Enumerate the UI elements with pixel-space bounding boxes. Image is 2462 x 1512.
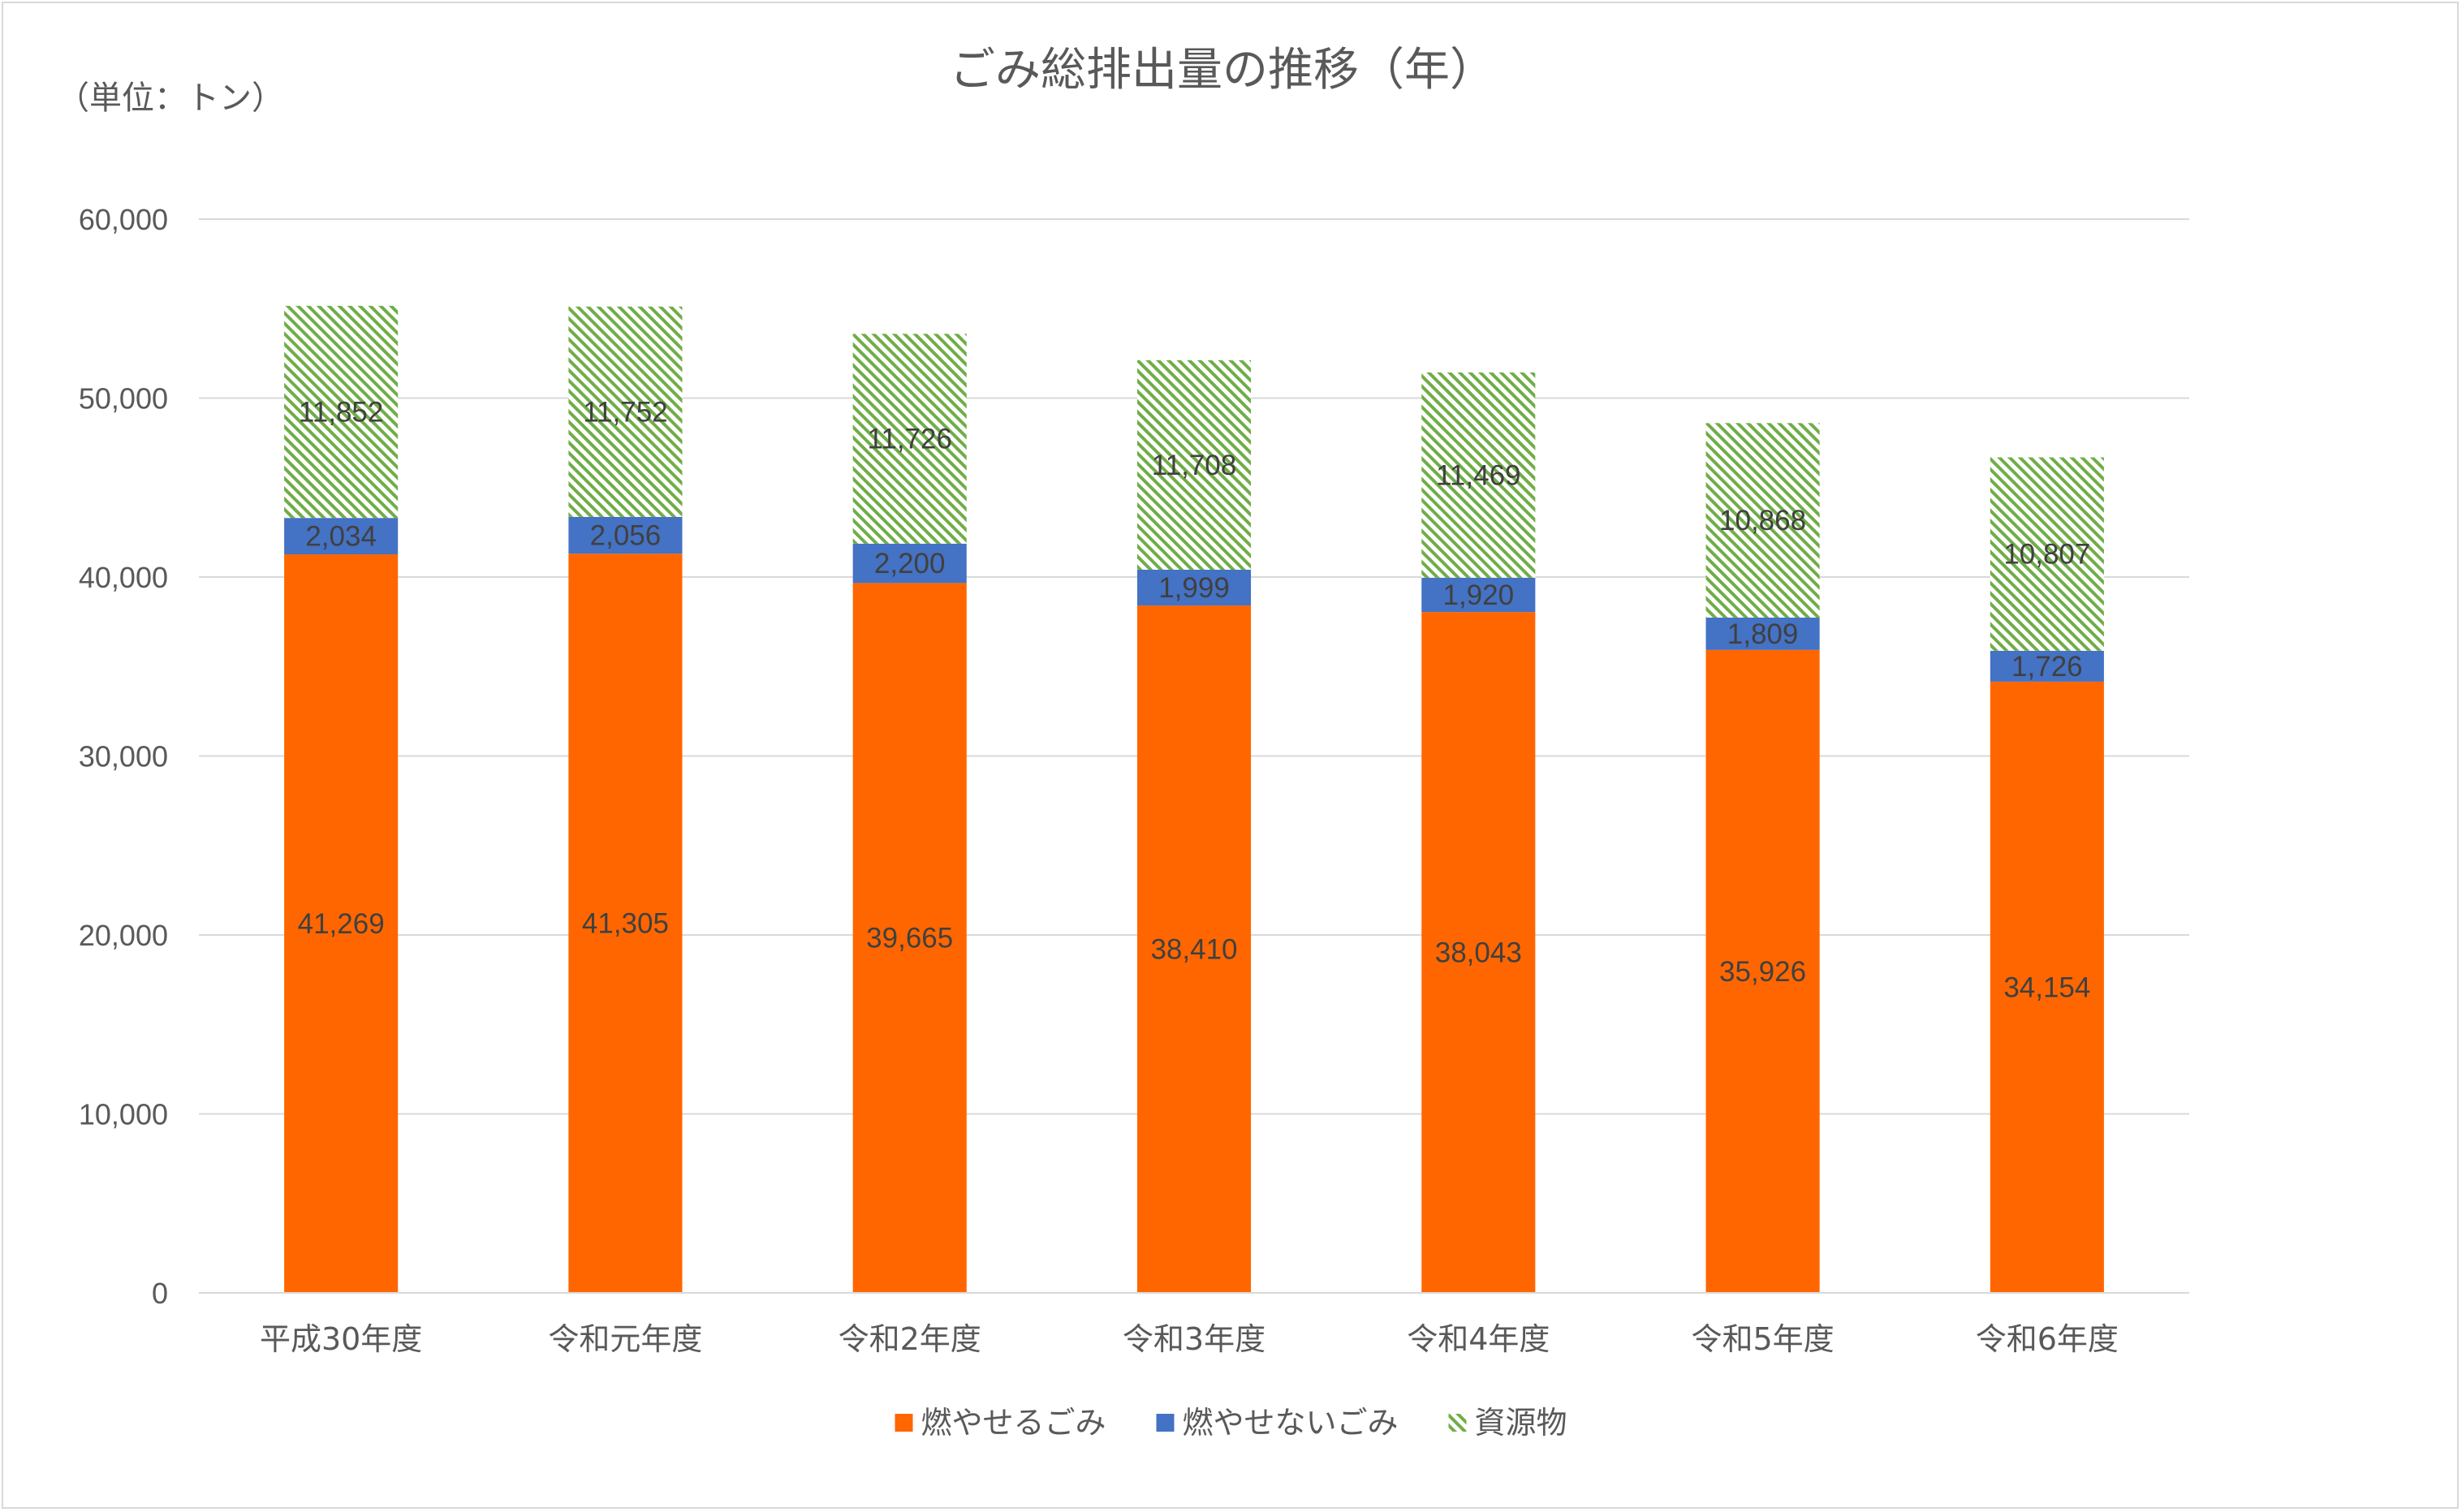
x-axis: 平成30年度 令和元年度 令和2年度 令和3年度 令和4年度 令和5年度 令和6年度 <box>199 1292 2189 1357</box>
data-label: 34,154 <box>2003 971 2090 1003</box>
data-label: 38,043 <box>1435 937 1522 969</box>
data-label: 39,665 <box>866 923 953 954</box>
bar-segment <box>1705 617 1820 650</box>
data-label: 11,852 <box>299 397 383 429</box>
data-label: 1,726 <box>2011 651 2083 683</box>
bar-segment <box>1136 569 1252 606</box>
y-tick-label: 60,000 <box>79 203 168 236</box>
bar-segment <box>1136 360 1252 570</box>
bar-segment <box>852 334 967 544</box>
y-tick-label: 0 <box>152 1277 168 1310</box>
x-category-label: 令和5年度 <box>1691 1321 1834 1357</box>
data-label: 11,469 <box>1436 459 1520 491</box>
y-tick-label: 40,000 <box>79 561 168 594</box>
unit-label: （単位：トン） <box>57 80 284 117</box>
y-tick-label: 30,000 <box>79 740 168 773</box>
chart-title: ごみ総排出量の推移（年） <box>950 44 1495 97</box>
data-label: 2,200 <box>874 548 946 579</box>
data-label: 1,999 <box>1158 572 1230 604</box>
data-label: 41,269 <box>298 908 385 940</box>
bar-segment <box>1990 650 2104 682</box>
x-category-label: 令和6年度 <box>1976 1321 2119 1357</box>
y-tick-label: 20,000 <box>79 919 168 952</box>
bar-segment <box>1421 612 1536 1293</box>
bars <box>284 305 2104 1293</box>
bar-segment <box>568 554 683 1293</box>
bar-segment <box>284 554 399 1293</box>
bar-segment <box>1421 577 1536 613</box>
data-label: 41,305 <box>582 908 669 940</box>
data-label: 38,410 <box>1150 934 1237 966</box>
y-tick-label: 50,000 <box>79 382 168 416</box>
bar-segment <box>852 583 967 1293</box>
legend-label: 燃やせないごみ <box>1183 1405 1399 1441</box>
bar-segment <box>1705 423 1820 618</box>
bar-segment <box>1990 681 2104 1293</box>
bar-segment <box>852 543 967 584</box>
bar-segment <box>1421 372 1536 578</box>
legend-label: 資源物 <box>1475 1405 1567 1441</box>
legend: 燃やせるごみ 燃やせないごみ 資源物 <box>895 1405 1567 1441</box>
bar-segment <box>568 306 683 517</box>
x-category-label: 令和元年度 <box>548 1321 702 1357</box>
bar-segment <box>1136 605 1252 1293</box>
legend-label: 燃やせるごみ <box>921 1405 1106 1441</box>
x-category-label: 平成30年度 <box>260 1321 422 1357</box>
y-tick-label: 10,000 <box>79 1098 168 1131</box>
bar-segment <box>1705 649 1820 1293</box>
legend-swatch <box>895 1414 913 1432</box>
bar-segment <box>284 518 399 555</box>
data-label: 2,034 <box>305 521 377 553</box>
data-label: 11,708 <box>1152 450 1236 481</box>
x-category-label: 令和3年度 <box>1123 1321 1265 1357</box>
bar-segment <box>568 516 683 554</box>
data-label: 10,868 <box>1719 505 1806 536</box>
data-label: 11,752 <box>583 396 667 428</box>
data-label: 2,056 <box>590 520 662 552</box>
x-category-label: 令和4年度 <box>1407 1321 1550 1357</box>
data-labels: 41,269 2,034 11,852 41,305 2,056 11,752 39,665… <box>298 396 2091 1003</box>
x-category-label: 令和2年度 <box>839 1321 981 1357</box>
bar-segment <box>1990 457 2104 651</box>
data-label: 11,726 <box>867 424 951 455</box>
data-label: 35,926 <box>1719 956 1806 988</box>
y-axis: 0 10,000 20,000 30,000 40,000 50,000 60,000 <box>79 203 168 1310</box>
data-label: 1,920 <box>1442 579 1514 611</box>
bar-segment <box>284 305 399 519</box>
legend-swatch <box>1156 1414 1175 1432</box>
legend-swatch <box>1448 1414 1467 1432</box>
data-label: 10,807 <box>2003 539 2090 571</box>
data-label: 1,809 <box>1727 618 1799 650</box>
